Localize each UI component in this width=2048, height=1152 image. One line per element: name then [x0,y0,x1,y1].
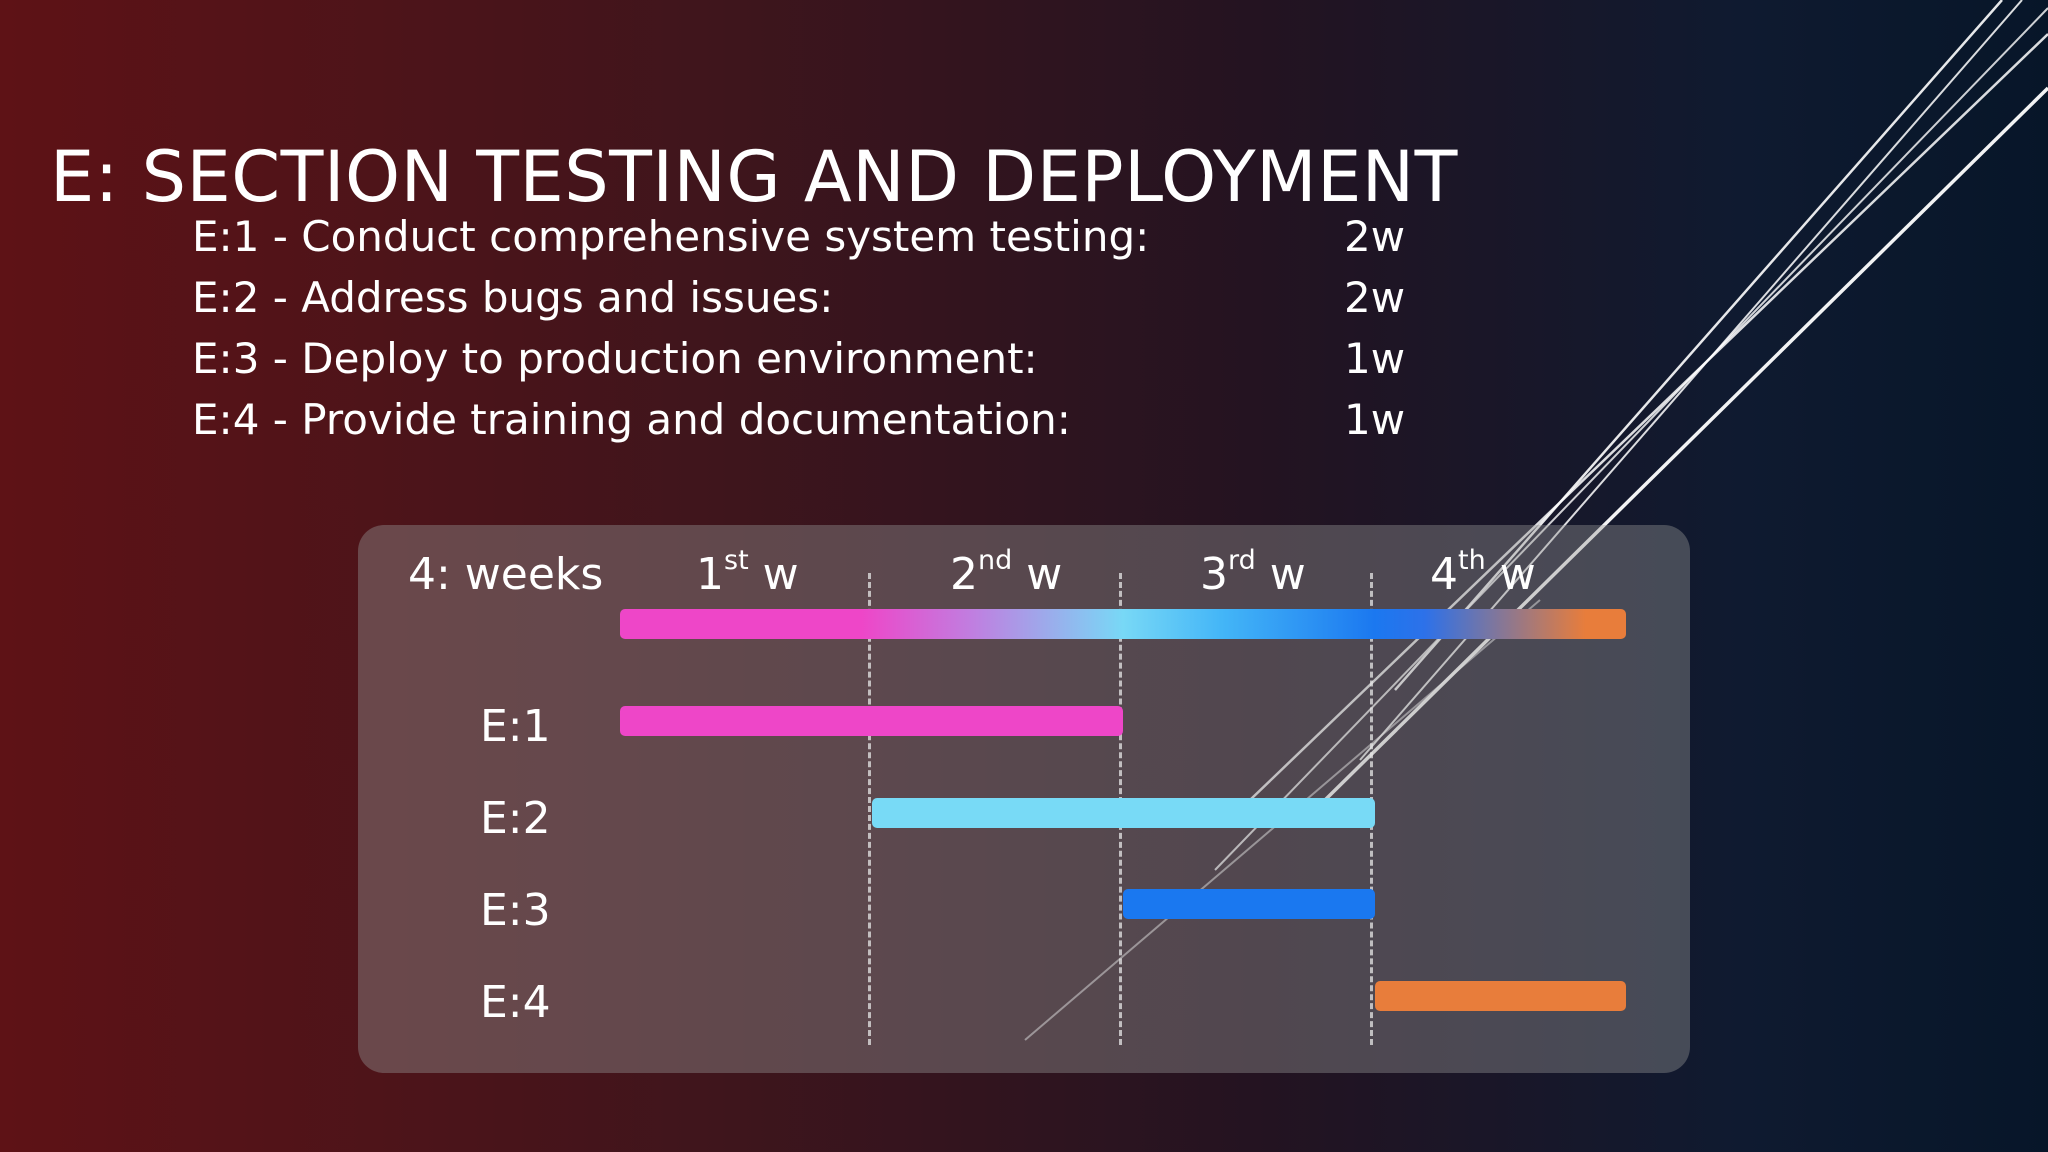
week-4-unit: w [1499,549,1536,600]
task-label: E:4 - Provide training and documentation… [192,395,1071,444]
week-2-label: 2nd w [950,545,1063,600]
week-1-label: 1st w [696,545,799,600]
week-2-suffix: nd [978,545,1013,577]
total-weeks-label: 4: weeks [408,549,604,600]
row-label-e3: E:3 [480,885,551,936]
task-label: E:2 - Address bugs and issues: [192,273,834,322]
row-label-e1: E:1 [480,701,551,752]
task-duration: 2w [1344,212,1406,261]
task-bar-e3 [1123,889,1375,919]
week-4-label: 4th w [1430,545,1536,600]
task-bar-e2 [871,798,1375,828]
week-4-number: 4 [1430,549,1458,600]
task-duration: 1w [1344,334,1406,383]
week-divider-1 [868,573,871,1045]
row-label-e2: E:2 [480,793,551,844]
gantt-chart-panel: 4: weeks 1st w 2nd w 3rd w 4th w E:1 E:2… [358,525,1690,1073]
week-4-suffix: th [1458,545,1486,577]
timeline-gradient-bar [620,609,1626,639]
week-3-suffix: rd [1228,545,1256,577]
task-duration: 2w [1344,273,1406,322]
row-label-e4: E:4 [480,977,551,1028]
week-1-suffix: st [724,545,749,577]
week-3-label: 3rd w [1200,545,1306,600]
week-1-number: 1 [696,549,724,600]
task-label: E:1 - Conduct comprehensive system testi… [192,212,1150,261]
week-1-unit: w [762,549,799,600]
week-3-unit: w [1269,549,1306,600]
week-2-unit: w [1026,549,1063,600]
slide-title: E: SECTION TESTING AND DEPLOYMENT [50,136,1458,218]
task-bar-e4 [1374,981,1626,1011]
week-3-number: 3 [1200,549,1228,600]
task-label: E:3 - Deploy to production environment: [192,334,1038,383]
task-duration: 1w [1344,395,1406,444]
task-bar-e1 [620,706,1123,736]
week-2-number: 2 [950,549,978,600]
